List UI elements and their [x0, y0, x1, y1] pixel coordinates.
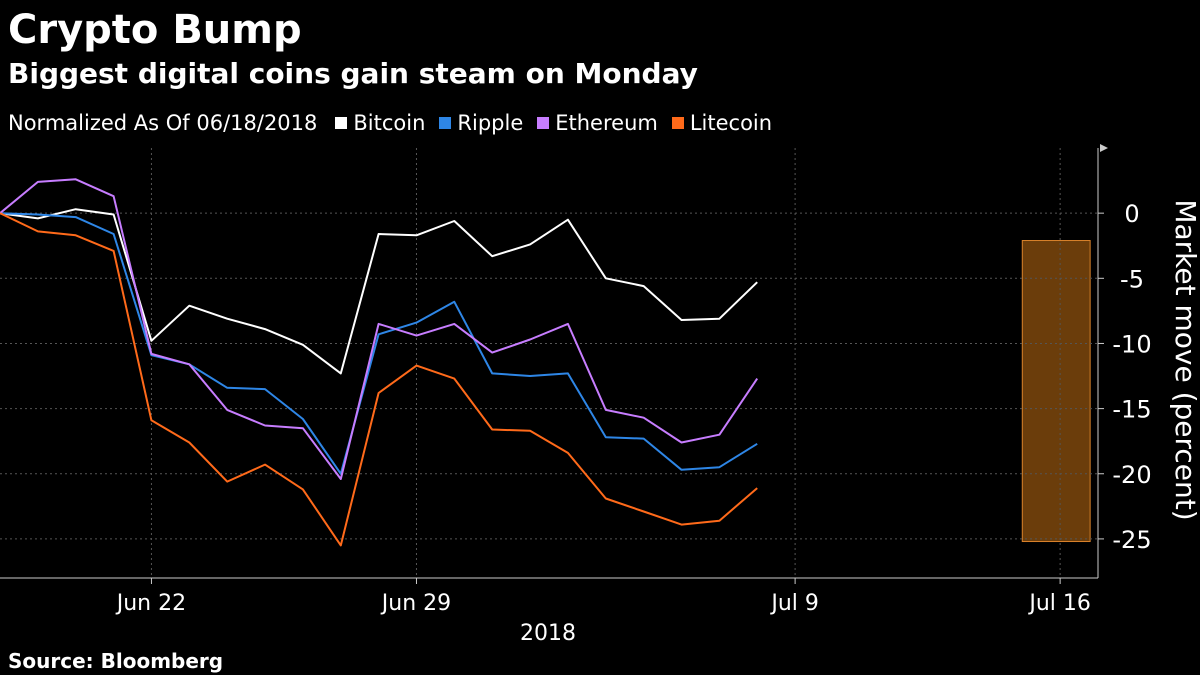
x-axis-year-label: 2018	[520, 621, 576, 646]
series-line-ripple	[0, 212, 758, 475]
chart-subtitle: Biggest digital coins gain steam on Mond…	[8, 57, 698, 90]
legend-swatch-ripple	[439, 117, 452, 129]
x-tick-label: Jul 16	[1027, 591, 1091, 616]
source-note: Source: Bloomberg	[8, 649, 224, 673]
y-tick-label: -10	[1112, 330, 1151, 358]
legend-label-bitcoin: Bitcoin	[353, 111, 426, 135]
y-tick-label: 0	[1124, 200, 1139, 228]
legend-label-ripple: Ripple	[457, 111, 524, 135]
y-axis-title: Market move (percent)	[1169, 199, 1200, 520]
legend-swatch-ethereum	[537, 117, 550, 129]
legend: Normalized As Of 06/18/2018 Bitcoin Ripp…	[8, 108, 786, 138]
series-line-ethereum	[0, 178, 759, 480]
y-tick-label: -20	[1112, 461, 1151, 489]
y-tick-label: -25	[1112, 526, 1151, 554]
y-tick-label: -15	[1112, 396, 1151, 424]
highlight-band	[1021, 240, 1091, 543]
chart-title: Crypto Bump	[8, 7, 302, 53]
legend-item-litecoin: Litecoin	[671, 108, 773, 138]
series-line-bitcoin	[0, 208, 758, 375]
legend-swatch-bitcoin	[335, 117, 348, 129]
legend-item-ethereum: Ethereum	[537, 108, 658, 138]
y-axis-arrow	[1100, 144, 1108, 152]
x-tick-label: Jul 9	[769, 591, 819, 616]
y-tick-label: -5	[1120, 265, 1144, 293]
legend-label-ethereum: Ethereum	[555, 111, 658, 135]
legend-label-litecoin: Litecoin	[689, 111, 773, 135]
legend-swatch-litecoin	[671, 117, 684, 129]
series-line-litecoin	[0, 212, 758, 547]
legend-note: Normalized As Of 06/18/2018	[8, 111, 318, 135]
x-tick-label: Jun 29	[380, 591, 451, 616]
x-tick-label: Jun 22	[115, 591, 186, 616]
legend-item-bitcoin: Bitcoin	[335, 108, 425, 138]
legend-item-ripple: Ripple	[439, 108, 523, 138]
